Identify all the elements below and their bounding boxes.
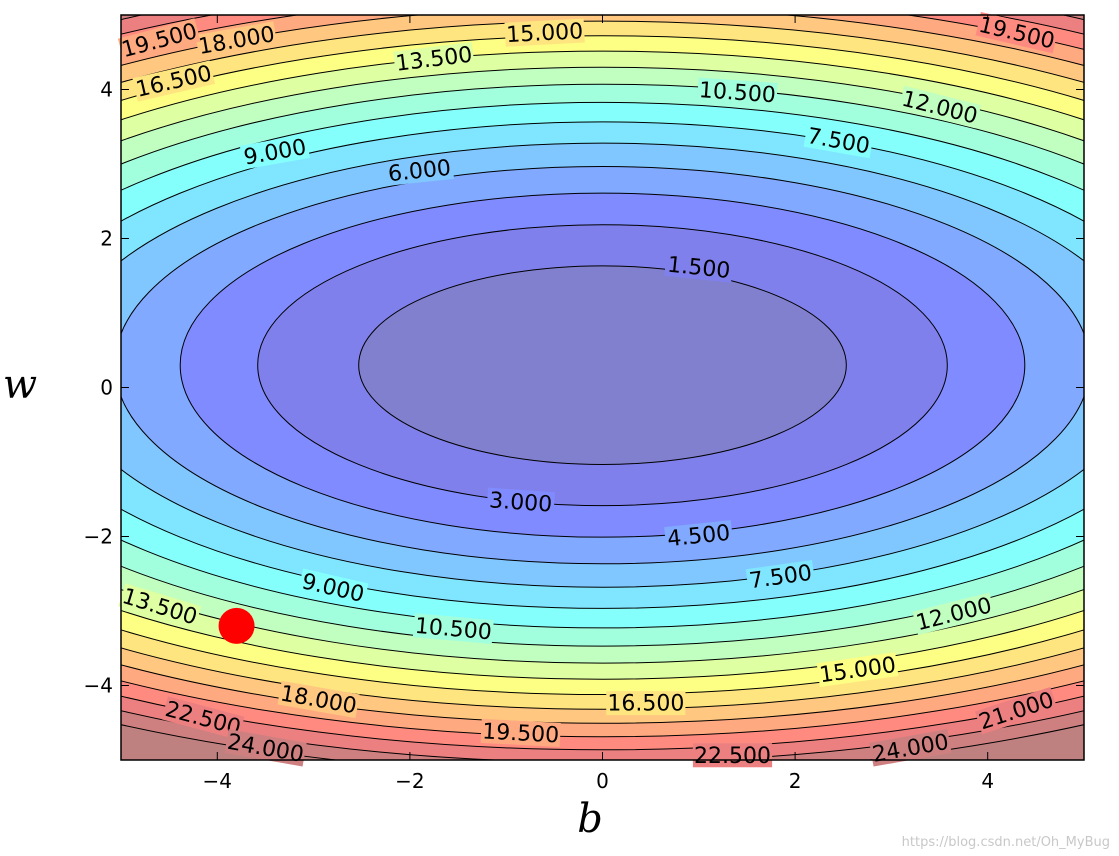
y-tick-label: −4 (84, 674, 113, 698)
contour-line (121, 83, 1084, 647)
contour-line (121, 166, 1084, 565)
contour-line (121, 121, 1084, 609)
contour-line (121, 66, 1084, 664)
y-axis: −4 −2 0 2 4 (84, 78, 1084, 698)
contour-line (121, 142, 1084, 588)
point-marker (218, 607, 255, 644)
contour-line (257, 224, 948, 507)
y-tick-label: 0 (100, 376, 113, 400)
contour-line (121, 35, 1084, 695)
svg-text:3.000: 3.000 (488, 488, 553, 517)
contour-line (358, 265, 847, 465)
svg-text:22.500: 22.500 (694, 744, 771, 769)
watermark: https://blog.csdn.net/Oh_MyBug (902, 835, 1110, 850)
y-axis-label: w (3, 362, 37, 408)
contour-line (121, 15, 1084, 751)
svg-text:16.500: 16.500 (607, 692, 684, 717)
contour-label: 10.500 (697, 77, 778, 108)
x-tick-label: −4 (203, 769, 232, 793)
contour-label: 3.000 (486, 487, 555, 518)
y-tick-label: −2 (84, 525, 113, 549)
x-axis-label: b (577, 796, 603, 842)
contour-label: 16.500 (606, 691, 686, 717)
x-tick-label: 4 (981, 769, 994, 793)
contour-label: 22.500 (692, 743, 773, 769)
contour-line (121, 15, 1084, 724)
y-tick-label: 4 (100, 78, 113, 102)
contour-line (121, 15, 1084, 738)
svg-text:19.500: 19.500 (482, 719, 560, 748)
contour-label: 6.000 (384, 155, 454, 187)
x-tick-label: 0 (596, 769, 609, 793)
x-tick-label: −2 (395, 769, 424, 793)
contour-label: 10.500 (412, 613, 494, 645)
contour-line (121, 50, 1084, 680)
svg-text:15.000: 15.000 (506, 19, 584, 48)
contour-line (179, 192, 1026, 538)
y-tick-label: 2 (100, 227, 113, 251)
x-tick-label: 2 (789, 769, 802, 793)
contour-line (121, 101, 1084, 629)
svg-text:10.500: 10.500 (698, 78, 777, 108)
contour-label: 15.000 (816, 652, 899, 688)
x-axis: −4 −2 0 2 4 (203, 15, 994, 793)
contour-label: 15.000 (504, 18, 585, 48)
contour-label: 19.500 (480, 718, 561, 748)
contour-band (358, 265, 847, 465)
points (218, 607, 255, 644)
